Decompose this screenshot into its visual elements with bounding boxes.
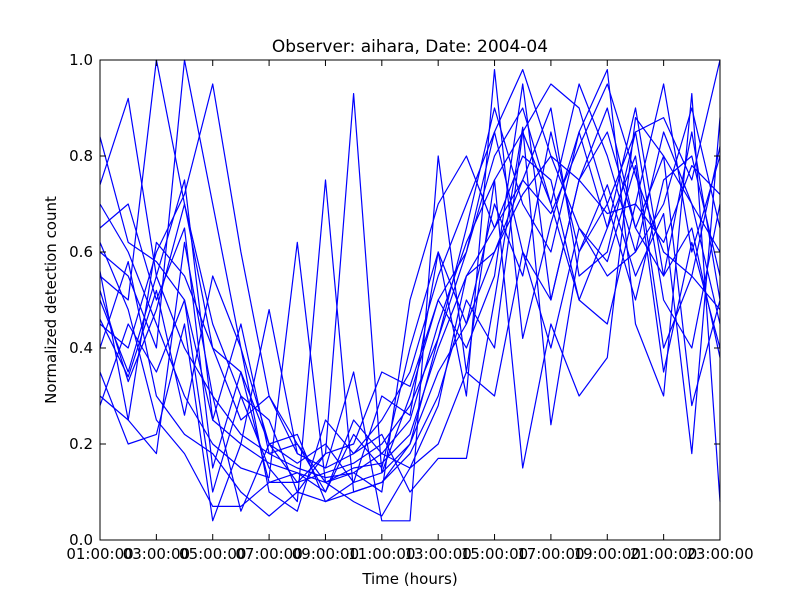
x-tick-label: 19:00:00 (574, 545, 641, 563)
series-line-7 (99, 131, 721, 493)
series-line-16 (99, 117, 721, 512)
series-layer (99, 59, 721, 522)
y-tick-label: 0.8 (69, 147, 93, 165)
x-tick-label: 01:00:00 (66, 545, 133, 563)
chart-title: Observer: aihara, Date: 2004-04 (272, 37, 548, 57)
series-line-10 (99, 92, 721, 483)
y-axis-label: Normalized detection count (42, 196, 60, 404)
series-line-5 (99, 83, 721, 469)
x-tick-label: 23:00:00 (686, 545, 753, 563)
series-line-14 (99, 116, 721, 522)
x-axis: 01:00:0003:00:0005:00:0007:00:0009:00:00… (66, 60, 754, 563)
x-axis-label: Time (hours) (361, 570, 457, 588)
y-tick-label: 1.0 (69, 51, 93, 69)
series-line-4 (99, 59, 721, 503)
series-line-2 (99, 59, 721, 479)
y-axis: 0.0 0.2 0.4 0.6 0.8 1.0 (69, 51, 720, 549)
plot-frame (99, 59, 721, 541)
series-line-13 (99, 165, 721, 507)
y-tick-label: 0.0 (69, 531, 93, 549)
series-line-12 (99, 83, 721, 517)
y-tick-label: 0.2 (69, 435, 93, 453)
series-line-6 (99, 59, 721, 483)
x-tick-label: 05:00:00 (179, 545, 246, 563)
x-tick-label: 09:00:00 (292, 545, 359, 563)
x-tick-label: 21:00:00 (630, 545, 697, 563)
x-tick-label: 11:00:00 (348, 545, 415, 563)
x-tick-label: 13:00:00 (404, 545, 471, 563)
x-tick-label: 17:00:00 (517, 545, 584, 563)
series-line-15 (99, 68, 721, 512)
y-tick-label: 0.6 (69, 243, 93, 261)
x-tick-label: 07:00:00 (235, 545, 302, 563)
x-tick-label: 15:00:00 (461, 545, 528, 563)
x-tick-label: 03:00:00 (123, 545, 190, 563)
y-tick-label: 0.4 (69, 339, 93, 357)
